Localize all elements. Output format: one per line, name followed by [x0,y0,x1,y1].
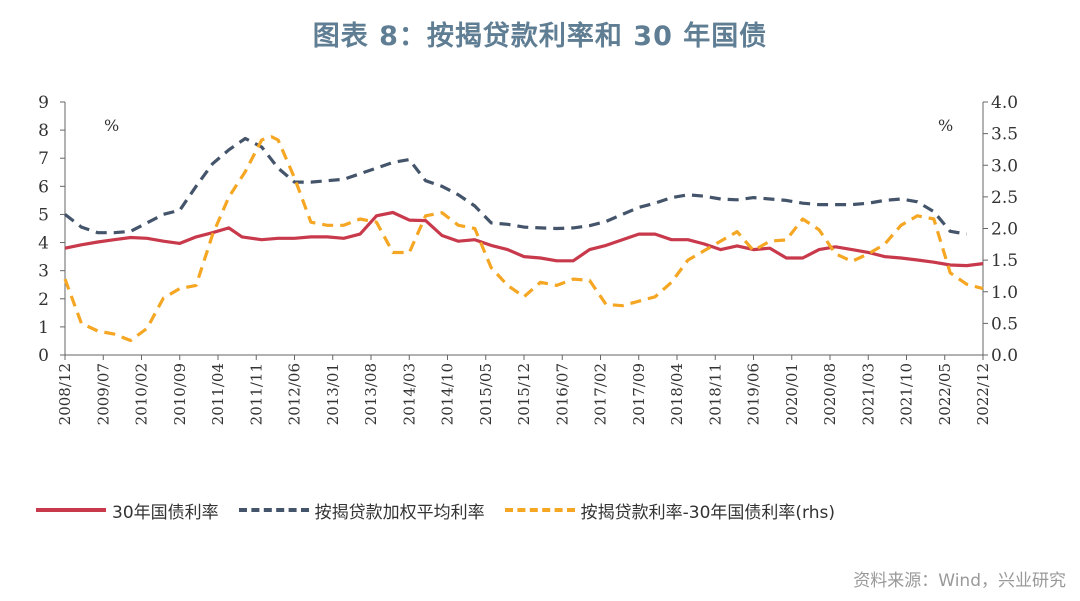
x-tick-label: 2017/09 [630,363,648,425]
y-tick-right-label: 0.5 [991,314,1018,334]
x-tick-label: 2011/11 [247,363,265,425]
x-tick-label: 2021/10 [898,363,916,425]
legend-label-bond-yield: 30年国债利率 [112,502,219,523]
y-tick-right-label: 4.0 [991,93,1018,113]
x-tick-label: 2017/02 [592,363,610,425]
legend-label-mortgage-rate: 按揭贷款加权平均利率 [314,502,485,523]
y-tick-right-label: 0.0 [991,346,1018,366]
y-tick-left-label: 7 [38,149,49,169]
x-tick-label: 2014/10 [439,363,457,425]
x-tick-label: 2022/12 [974,363,992,425]
x-tick-label: 2020/08 [821,363,839,425]
legend-swatch-mortgage-rate [238,508,309,512]
x-tick-label: 2018/11 [706,363,724,425]
y-tick-left-label: 2 [38,290,49,310]
x-tick-label: 2011/04 [209,363,227,425]
chart-title: 图表 8：按揭贷款利率和 30 年国债 [312,21,768,52]
y-tick-left-label: 3 [38,262,49,282]
x-tick-label: 2015/05 [477,363,495,425]
legend-swatch-bond-yield [36,508,106,512]
x-tick-label: 2016/07 [553,363,571,425]
series-line-mortgage-rate [64,136,967,236]
y-tick-right-label: 3.5 [991,125,1018,145]
y-unit-right: % [938,116,953,135]
y-tick-right-label: 2.5 [991,188,1018,208]
y-tick-right-label: 2.0 [991,220,1018,240]
legend-item-bond-yield: 30年国债利率 [36,498,219,523]
x-tick-label: 2014/03 [400,363,418,425]
x-tick-label: 2013/01 [324,363,342,425]
x-tick-label: 2020/01 [783,363,801,425]
y-tick-left-label: 6 [38,177,49,197]
y-tick-left-label: 9 [38,93,49,113]
series-line-spread [63,135,984,343]
y-tick-left-label: 4 [38,234,49,254]
x-tick-label: 2008/12 [56,363,74,425]
legend-swatch-spread [504,508,575,512]
legend: 30年国债利率 按揭贷款加权平均利率 按揭贷款利率-30年国债利率(rhs) [36,496,855,524]
x-tick-label: 2010/09 [171,363,189,425]
legend-label-spread: 按揭贷款利率-30年国债利率(rhs) [580,502,835,523]
y-tick-left-label: 5 [38,205,49,225]
y-tick-left-label: 0 [38,346,49,366]
x-tick-label: 2019/06 [745,363,763,425]
x-tick-label: 2012/06 [286,363,304,425]
source-note: 资料来源：Wind，兴业研究 [853,571,1066,591]
x-tick-label: 2015/12 [515,363,533,425]
legend-item-spread: 按揭贷款利率-30年国债利率(rhs) [504,498,835,523]
x-tick-label: 2010/02 [133,363,151,425]
legend-item-mortgage-rate: 按揭贷款加权平均利率 [238,498,485,523]
y-tick-right-label: 1.0 [991,283,1018,303]
x-tick-label: 2013/08 [362,363,380,425]
x-tick-label: 2021/03 [859,363,877,425]
y-unit-left: % [104,116,119,135]
x-tick-label: 2009/07 [94,363,112,425]
y-tick-right-label: 1.5 [991,251,1018,271]
y-tick-right-label: 3.0 [991,156,1018,176]
x-tick-label: 2022/05 [936,363,954,425]
y-tick-left-label: 1 [38,318,49,338]
y-tick-left-label: 8 [38,121,49,141]
x-tick-label: 2018/04 [668,363,686,425]
